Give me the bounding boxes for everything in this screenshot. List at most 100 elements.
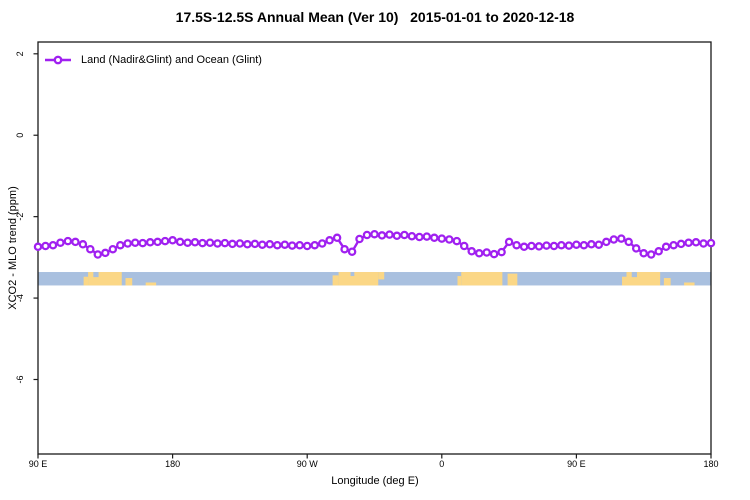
data-point (624, 237, 633, 247)
data-point (519, 242, 529, 252)
data-point (168, 236, 177, 245)
map-strip-land (125, 278, 133, 286)
data-point (549, 241, 559, 251)
data-point (63, 236, 73, 246)
plot-frame (37, 41, 712, 455)
data-point (385, 230, 394, 239)
map-strip-water-notch (93, 272, 99, 278)
legend-key-icon (45, 55, 71, 65)
data-point (56, 238, 65, 247)
data-point (78, 240, 88, 249)
data-point (310, 240, 319, 250)
data-point (437, 234, 447, 243)
data-point (108, 244, 118, 254)
map-strip-land (145, 282, 157, 286)
data-point (116, 240, 125, 250)
data-point (684, 238, 693, 247)
map-strip-land (378, 272, 385, 280)
data-point (86, 244, 95, 254)
map-strip-land (663, 278, 671, 286)
data-point (482, 248, 491, 257)
data-point (175, 237, 185, 247)
data-point (474, 249, 484, 258)
map-strip-land (626, 272, 661, 286)
map-strip-land (461, 272, 503, 286)
data-point (497, 247, 506, 257)
x-tick-label: 90 E (567, 459, 586, 469)
data-point (370, 229, 379, 239)
data-point (258, 240, 267, 249)
data-point (160, 236, 170, 246)
data-point (639, 249, 648, 258)
map-strip-land (338, 272, 379, 286)
legend-marker-sample (53, 55, 63, 65)
data-point (130, 238, 140, 247)
data-point (332, 233, 342, 243)
data-point (631, 244, 641, 253)
data-point (280, 240, 290, 249)
data-point (220, 238, 230, 248)
data-point (71, 237, 80, 247)
data-point (400, 230, 409, 240)
data-point (654, 247, 663, 256)
data-point (41, 241, 50, 251)
data-point (93, 250, 103, 259)
map-strip-water-notch (631, 272, 637, 278)
data-point (669, 240, 678, 250)
data-point (295, 240, 304, 250)
data-point (459, 241, 469, 251)
data-point (340, 244, 349, 254)
map-strip-land (622, 276, 627, 286)
data-point (594, 240, 604, 249)
data-point (243, 240, 252, 249)
data-point (48, 240, 58, 250)
data-point (392, 231, 402, 241)
data-point (145, 238, 155, 247)
data-point (542, 241, 551, 250)
data-point (347, 247, 357, 256)
data-point (646, 250, 656, 259)
map-strip-land (332, 275, 339, 286)
data-point (228, 239, 237, 249)
data-point (527, 241, 536, 251)
data-point (138, 238, 147, 248)
legend: Land (Nadir&Glint) and Ocean (Glint) (43, 52, 262, 68)
data-point (235, 239, 245, 248)
data-point (661, 242, 671, 252)
map-strip-land (507, 273, 518, 286)
data-point (123, 239, 132, 248)
data-point (33, 242, 43, 252)
map-strip-land (457, 276, 462, 286)
data-point (691, 238, 701, 247)
data-point (512, 240, 521, 250)
data-point (198, 238, 207, 248)
data-point (362, 230, 372, 240)
data-point (489, 249, 499, 259)
data-point (190, 238, 200, 247)
data-point (557, 240, 566, 250)
x-tick-label: 180 (703, 459, 718, 469)
data-point (273, 240, 282, 250)
data-point (706, 238, 716, 248)
data-point (452, 236, 462, 246)
data-point (377, 231, 387, 240)
data-point (205, 238, 215, 247)
data-point (699, 239, 708, 248)
y-axis-title: XCO2 - MLO trend (ppm) (7, 186, 19, 310)
data-point (534, 242, 544, 251)
data-point (617, 234, 626, 243)
x-tick-label: 180 (165, 459, 180, 469)
x-tick-label: 0 (439, 459, 444, 469)
data-point (153, 237, 162, 247)
data-point (355, 234, 364, 244)
x-tick-label: 90 E (29, 459, 48, 469)
data-point (317, 239, 327, 248)
data-point (676, 239, 686, 249)
map-strip-land (684, 282, 695, 286)
data-point (250, 239, 260, 249)
data-point (572, 240, 581, 249)
data-point (101, 248, 110, 258)
data-point (325, 236, 334, 245)
